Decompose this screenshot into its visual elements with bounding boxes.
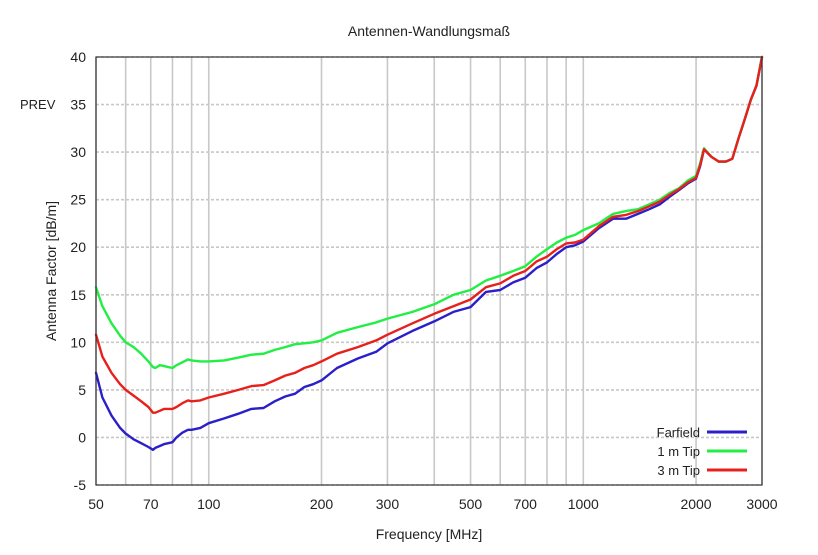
legend-label: 3 m Tip [657,463,700,478]
y-tick-label: 0 [78,429,86,445]
y-tick-label: 10 [70,334,86,350]
x-tick-label: 300 [376,496,400,512]
x-tick-label: 2000 [680,496,711,512]
chart-title: Antennen-Wandlungsmaß [348,23,510,39]
series-line-farfield [94,55,764,451]
series-line-1-m-tip [94,55,764,370]
x-tick-label: 700 [514,496,538,512]
y-tick-label: 25 [70,192,86,208]
x-tick-label: 70 [143,496,159,512]
legend-label: Farfield [657,425,700,440]
x-axis-label: Frequency [MHz] [376,526,483,542]
tick-labels: 50 70 100 200 300 500 700 1000 2000 3000 -5 0 5 10 15 2… [70,49,777,512]
series-line-3-m-tip [94,55,764,414]
x-tick-label: 200 [310,496,334,512]
grid [95,56,763,486]
legend-label: 1 m Tip [657,444,700,459]
legend: Farfield 1 m Tip 3 m Tip [657,425,747,478]
y-tick-label: 15 [70,287,86,303]
plot-frame [95,56,763,486]
y-axis-label: Antenna Factor [dB/m] [43,201,59,341]
y-tick-label: -5 [74,477,87,493]
x-tick-label: 1000 [568,496,599,512]
series-layer [94,55,764,451]
y-tick-label: 20 [70,239,86,255]
y-tick-label: 35 [70,97,86,113]
x-tick-label: 100 [197,496,221,512]
x-tick-label: 500 [459,496,483,512]
x-tick-label: 3000 [746,496,777,512]
x-tick-label: 50 [88,496,104,512]
y-tick-label: 40 [70,49,86,65]
prev-label[interactable]: PREV [20,97,56,112]
y-tick-label: 5 [78,382,86,398]
y-tick-label: 30 [70,144,86,160]
